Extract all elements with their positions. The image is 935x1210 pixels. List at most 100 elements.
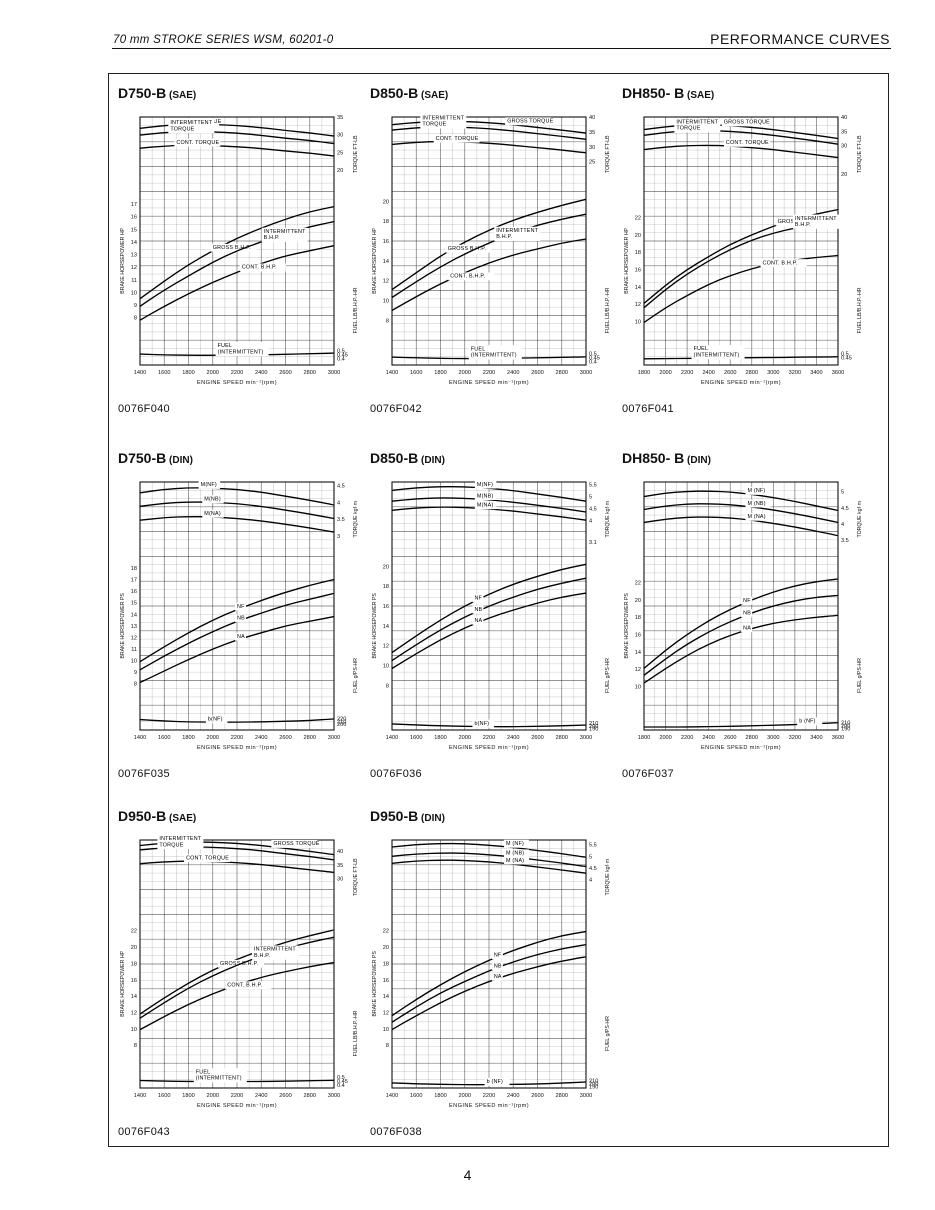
x-tick-label: 3200 — [789, 370, 801, 376]
x-tick-label: 3000 — [580, 370, 592, 376]
series-line — [139, 515, 335, 533]
x-tick-label: 3000 — [767, 735, 779, 741]
series-line — [391, 852, 587, 868]
series-line — [139, 130, 335, 145]
hp-tick-label: 14 — [383, 624, 389, 630]
hp-tick-label: 10 — [383, 664, 389, 670]
torque-tick-label: 25 — [589, 160, 595, 166]
series-label-bg — [494, 226, 541, 242]
series-line — [391, 859, 587, 874]
x-tick-label: 3400 — [810, 735, 822, 741]
chart-model: D850-B — [370, 450, 419, 466]
x-tick-label: 2400 — [507, 1093, 519, 1099]
hp-tick-label: 18 — [383, 584, 389, 590]
series-label: b(NF) — [208, 716, 223, 722]
hp-tick-label: 8 — [134, 1043, 137, 1049]
hp-tick-label: 17 — [131, 202, 137, 208]
hp-tick-label: 12 — [383, 279, 389, 285]
fuel-axis-label: FUEL LB/B.H.P.-HR — [605, 287, 611, 333]
hp-tick-label: 13 — [131, 253, 137, 259]
series-line — [391, 120, 587, 134]
series-label-bg — [472, 616, 484, 625]
hp-tick-label: 18 — [383, 961, 389, 967]
hp-tick-label: 18 — [635, 250, 641, 256]
torque-tick-label: 30 — [337, 877, 343, 883]
series-label-bg — [271, 839, 318, 848]
plot-border — [139, 481, 335, 731]
hp-tick-label: 18 — [131, 961, 137, 967]
chart-panel: D850-B (DIN) 1400 1600 1800 2000 2200 2400 2600… — [370, 450, 614, 796]
hp-tick-label: 20 — [383, 199, 389, 205]
fuel-axis-label: FUEL g/PS-HR — [857, 658, 863, 693]
x-tick-label: 2800 — [746, 370, 758, 376]
series-label: M (NA) — [747, 514, 765, 520]
torque-tick-label: 4.5 — [841, 506, 849, 512]
fuel-tick-label: 0.4 — [589, 360, 597, 366]
chart-standard: (DIN) — [684, 455, 711, 466]
x-tick-label: 2400 — [702, 370, 714, 376]
series-label-bg — [472, 605, 484, 614]
x-tick-label: 2400 — [507, 735, 519, 741]
series-line — [391, 943, 587, 1023]
hp-tick-label: 14 — [383, 994, 389, 1000]
fuel-tick-label: 0.4 — [337, 357, 345, 363]
hp-tick-label: 11 — [131, 647, 137, 653]
figure-id: 0076F036 — [370, 768, 422, 780]
hp-tick-label: 12 — [383, 644, 389, 650]
hp-tick-label: 8 — [386, 318, 389, 324]
x-tick-label: 2600 — [724, 735, 736, 741]
chart-title: D850-B (SAE) — [370, 85, 448, 103]
series-line — [643, 124, 839, 140]
chart-model: D850-B — [370, 85, 419, 101]
series-label: NF — [743, 598, 751, 604]
hp-tick-label: 10 — [383, 299, 389, 305]
torque-tick-label: 4 — [589, 518, 592, 524]
chart-title: D950-B (SAE) — [118, 808, 196, 826]
series-label-bg — [202, 509, 224, 518]
x-tick-label: 3000 — [580, 1093, 592, 1099]
series-line — [643, 578, 839, 669]
hp-axis-label: BRAKE HORSEPOWER HP — [624, 227, 630, 293]
chart-title: D750-B (SAE) — [118, 85, 196, 103]
x-tick-label: 2400 — [702, 735, 714, 741]
series-label: GROSS TORQUE — [724, 120, 770, 126]
x-tick-label: 2200 — [483, 1093, 495, 1099]
series-label: FUEL (INTERMITTENT) — [471, 346, 517, 358]
fuel-tick-label: 0.45 — [337, 353, 348, 359]
series-label-bg — [202, 495, 224, 504]
x-tick-label: 2000 — [459, 735, 471, 741]
x-axis-label: ENGINE SPEED min⁻¹(rpm) — [449, 380, 529, 386]
series-label-bg — [474, 480, 497, 489]
chart-standard: (SAE) — [684, 90, 715, 101]
page-number: 4 — [463, 1167, 472, 1183]
x-tick-label: 1600 — [158, 1093, 170, 1099]
series-label: b(NF) — [474, 721, 489, 727]
series-label: M(NA) — [477, 502, 494, 508]
hp-tick-label: 15 — [131, 601, 137, 607]
fuel-tick-label: 210 — [841, 720, 850, 726]
torque-axis-label: TORQUE kgf·m — [353, 501, 359, 538]
series-label: INTERMITTENT TORQUE — [676, 119, 718, 131]
torque-tick-label: 35 — [589, 130, 595, 136]
hp-tick-label: 20 — [635, 233, 641, 239]
torque-tick-label: 20 — [337, 168, 343, 174]
x-tick-label: 1600 — [158, 735, 170, 741]
x-tick-label: 3400 — [810, 370, 822, 376]
fuel-tick-label: 200 — [589, 724, 598, 730]
series-label-bg — [491, 951, 503, 960]
torque-tick-label: 5 — [589, 494, 592, 500]
x-axis-label: ENGINE SPEED min⁻¹(rpm) — [197, 380, 277, 386]
series-label-bg — [198, 481, 221, 489]
series-line — [139, 205, 335, 300]
fuel-axis-label: FUEL LB/B.H.P.-HR — [353, 287, 359, 333]
hp-tick-label: 14 — [635, 650, 641, 656]
series-label-bg — [691, 345, 745, 360]
x-tick-label: 2400 — [255, 735, 267, 741]
hp-axis-label: BRAKE HORSEPOWER PS — [372, 951, 378, 1017]
series-line — [139, 718, 335, 723]
torque-tick-label: 4.5 — [589, 506, 597, 512]
series-label-bg — [745, 512, 771, 521]
fuel-tick-label: 200 — [841, 723, 850, 729]
torque-tick-label: 3.5 — [841, 538, 849, 544]
hp-tick-label: 10 — [635, 320, 641, 326]
